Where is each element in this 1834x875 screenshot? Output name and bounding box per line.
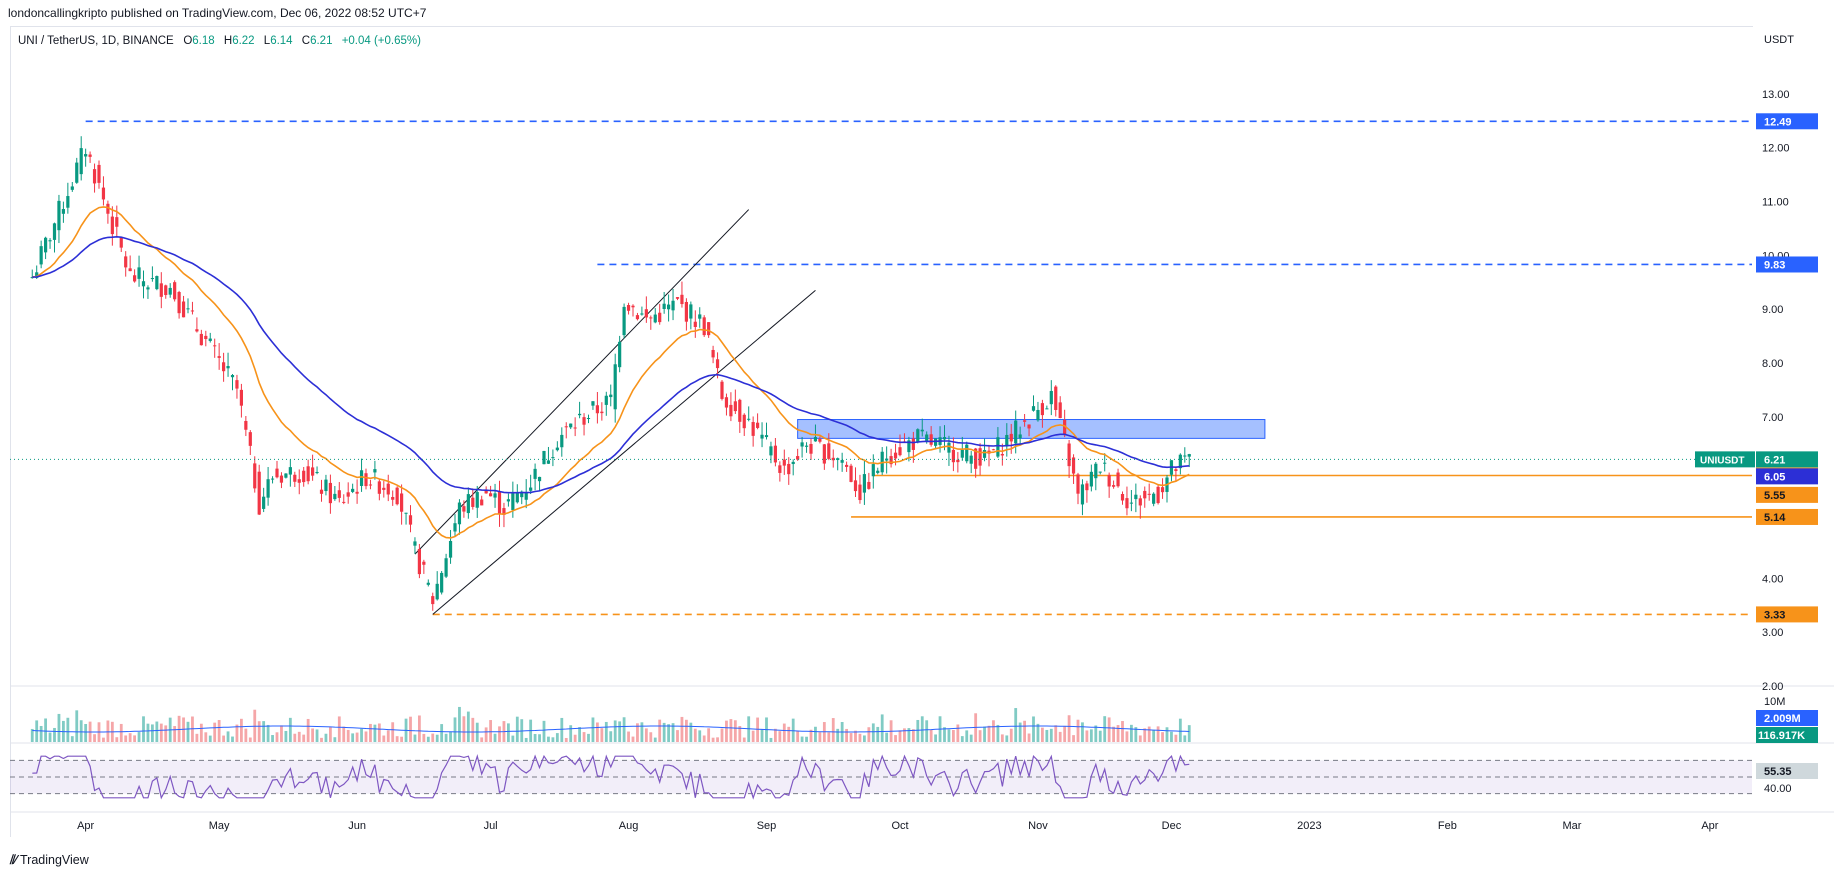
level-tag [1756, 113, 1818, 130]
price-tick-label: 7.00 [1762, 412, 1783, 424]
footer: ⫽⁄ TradingView [10, 852, 89, 868]
volume-ma-tag [1756, 710, 1818, 726]
low-value: 6.14 [270, 35, 293, 47]
level-tag-label: 9.83 [1764, 259, 1785, 271]
published-caption: londoncallingkripto published on Trading… [8, 6, 427, 20]
price-tick-label: 10.00 [1762, 250, 1790, 262]
price-tag [1756, 486, 1818, 503]
price-tick-label: 3.00 [1762, 627, 1783, 639]
volume-axis-label: 10M [1764, 696, 1785, 708]
price-tag-label: 5.55 [1764, 490, 1785, 502]
price-tick-label: 4.00 [1762, 573, 1783, 585]
rsi-level-label: 40.00 [1764, 783, 1792, 795]
price-tick-label: 11.00 [1762, 197, 1789, 209]
high-value: 6.22 [232, 35, 255, 47]
level-tag [1756, 606, 1818, 623]
price-tick-label: 13.00 [1762, 89, 1790, 101]
price-tick-label: 8.00 [1762, 358, 1783, 370]
rsi-value-label: 55.35 [1764, 766, 1792, 778]
level-tag-label: 3.33 [1764, 609, 1785, 621]
price-unit: USDT [1764, 34, 1794, 46]
symbol-title[interactable]: UNI / TetherUS, 1D, BINANCE [18, 35, 174, 47]
volume-last-tag [1756, 727, 1818, 743]
price-tick-label: 2.00 [1762, 681, 1783, 693]
open-value: 6.18 [192, 35, 215, 47]
last-price-tag-label: 6.21 [1764, 454, 1785, 466]
ema-tag-label: 6.05 [1764, 471, 1785, 483]
footer-brand[interactable]: TradingView [19, 853, 89, 867]
low-label: L [263, 35, 271, 47]
level-tag-label: 5.14 [1764, 512, 1786, 524]
last-price-tag [1756, 451, 1818, 468]
price-tick-label: 9.00 [1762, 304, 1783, 316]
ema-tag [1756, 468, 1818, 485]
level-tag [1756, 508, 1818, 525]
level-tag-label: 12.49 [1764, 116, 1792, 128]
level-tag [1756, 467, 1818, 484]
close-label: C [301, 35, 311, 47]
level-tag [1756, 256, 1818, 273]
chart-frame [10, 26, 1753, 837]
change-value: +0.04 (+0.65%) [341, 35, 421, 47]
symbol-legend: UNI / TetherUS, 1D, BINANCE O6.18 H6.22 … [18, 35, 427, 47]
volume-last-label: 116.917K [1758, 730, 1805, 742]
tradingview-logo-icon[interactable]: ⫽⁄ [10, 852, 17, 867]
price-tick-label: 12.00 [1762, 143, 1790, 155]
close-value: 6.21 [310, 35, 333, 47]
rsi-value-tag [1756, 763, 1818, 779]
level-tag-label: 5.91 [1764, 471, 1785, 483]
volume-ma-label: 2.009M [1764, 713, 1801, 725]
open-label: O [183, 35, 193, 47]
high-label: H [223, 35, 233, 47]
